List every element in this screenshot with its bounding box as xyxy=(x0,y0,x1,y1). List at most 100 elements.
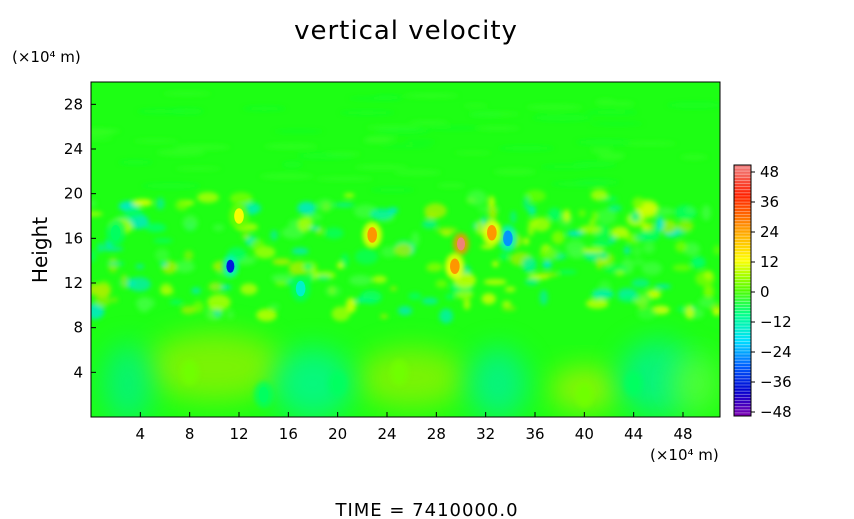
texture-cell xyxy=(159,283,173,296)
texture-cell xyxy=(270,229,278,241)
texture-cell xyxy=(359,290,382,305)
texture-cell xyxy=(118,159,154,165)
texture-cell xyxy=(475,220,485,236)
x-tick-label: 36 xyxy=(525,425,544,443)
texture-cell xyxy=(631,278,650,288)
y-axis: 4 8 12 16 20 24 28 xyxy=(64,95,96,381)
texture-cell xyxy=(91,303,105,320)
field-feature xyxy=(362,221,382,249)
texture-cell xyxy=(160,262,168,267)
heatmap-features xyxy=(103,202,720,417)
texture-cell xyxy=(622,293,634,302)
field-band xyxy=(356,347,467,408)
colorbar-gradient xyxy=(734,165,751,416)
texture-cell xyxy=(348,96,401,101)
texture-cell xyxy=(156,197,165,210)
texture-cell xyxy=(91,128,121,134)
y-tick-label: 16 xyxy=(64,229,83,247)
texture-cell xyxy=(632,258,645,266)
x-tick-label: 12 xyxy=(229,425,248,443)
field-feature xyxy=(453,232,469,255)
texture-cell xyxy=(481,293,496,305)
texture-cell xyxy=(610,226,630,239)
x-tick-label: 8 xyxy=(185,425,195,443)
texture-cell xyxy=(596,208,617,225)
texture-cell xyxy=(528,205,536,216)
texture-cell xyxy=(426,262,444,272)
texture-cell xyxy=(636,307,657,320)
texture-cell xyxy=(145,223,167,233)
texture-cell xyxy=(611,101,635,106)
texture-cell xyxy=(240,283,258,295)
texture-cell xyxy=(362,137,391,144)
texture-cell xyxy=(183,250,194,261)
texture-cell xyxy=(501,305,517,311)
texture-cell xyxy=(270,274,295,282)
texture-cell xyxy=(455,290,474,300)
texture-cell xyxy=(463,104,488,108)
colorbar-stripes xyxy=(734,167,751,414)
texture-cell xyxy=(642,242,656,254)
texture-cell xyxy=(704,270,714,281)
field-band xyxy=(103,343,153,417)
x-tick-label: 20 xyxy=(328,425,347,443)
texture-cell xyxy=(365,125,421,130)
field-feature xyxy=(222,255,239,278)
texture-cell xyxy=(297,216,313,232)
field-feature xyxy=(180,359,200,386)
texture-cell xyxy=(608,236,617,244)
texture-cell xyxy=(306,213,323,221)
texture-cell xyxy=(393,169,442,176)
texture-cell xyxy=(591,289,615,299)
field-band xyxy=(273,347,353,417)
texture-cell xyxy=(343,193,355,198)
texture-cell xyxy=(91,249,97,263)
x-tick-label: 24 xyxy=(377,425,396,443)
texture-cell xyxy=(623,246,631,255)
field-feature xyxy=(498,225,518,252)
texture-cell xyxy=(156,149,206,156)
texture-cell xyxy=(174,166,222,171)
texture-cell xyxy=(604,264,627,274)
texture-cell xyxy=(527,222,535,237)
texture-cell xyxy=(630,211,641,222)
y-axis-label: Height xyxy=(28,217,52,283)
y-unit-label: (×10⁴ m) xyxy=(12,48,81,66)
y-tick-label: 28 xyxy=(64,95,83,113)
texture-cell xyxy=(436,183,466,188)
texture-cell xyxy=(575,139,632,146)
x-tick-label: 16 xyxy=(279,425,298,443)
texture-cell xyxy=(428,126,480,130)
texture-cell xyxy=(340,253,349,268)
x-tick-label: 44 xyxy=(624,425,643,443)
field-feature xyxy=(106,219,126,246)
texture-cell xyxy=(390,286,398,291)
texture-cell xyxy=(445,293,456,300)
texture-cell xyxy=(324,152,362,156)
texture-cell xyxy=(596,256,603,270)
texture-cell xyxy=(345,297,357,313)
texture-cell xyxy=(547,207,562,222)
texture-cell xyxy=(595,99,617,106)
texture-cell xyxy=(550,181,609,187)
heatmap-texture xyxy=(91,91,720,324)
texture-cell xyxy=(315,176,374,182)
texture-cell xyxy=(436,227,458,234)
x-axis: 4 8 12 16 20 24 28 32 36 40 44 48 xyxy=(136,412,693,443)
texture-cell xyxy=(590,147,613,154)
texture-cell xyxy=(683,242,701,256)
texture-cell xyxy=(510,210,517,224)
field-feature xyxy=(482,219,502,246)
texture-cell xyxy=(306,272,314,283)
texture-cell xyxy=(135,264,145,269)
texture-cell xyxy=(655,216,665,232)
texture-cell xyxy=(526,104,583,110)
field-feature xyxy=(254,381,274,408)
texture-cell xyxy=(624,141,677,146)
texture-cell xyxy=(641,261,663,276)
texture-cell xyxy=(654,284,672,289)
texture-cell xyxy=(589,219,596,225)
field-feature xyxy=(624,370,644,397)
texture-cell xyxy=(162,91,212,96)
